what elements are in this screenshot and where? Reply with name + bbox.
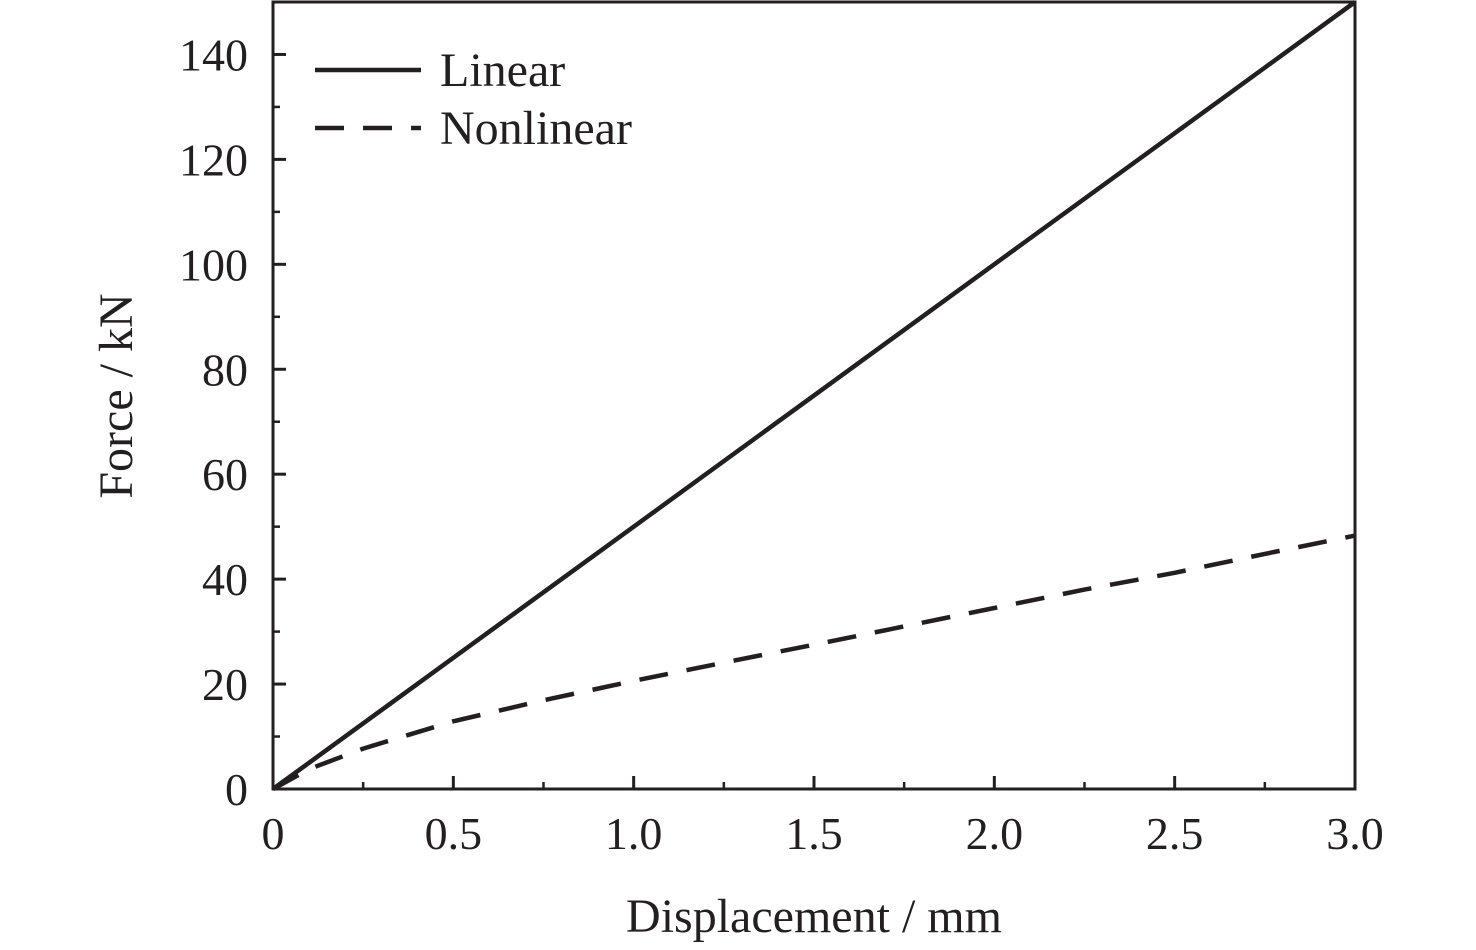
y-tick-label: 100 xyxy=(179,239,248,290)
y-tick-label: 140 xyxy=(179,29,248,80)
y-tick-label: 20 xyxy=(202,659,248,710)
x-tick-label: 3.0 xyxy=(1326,808,1384,859)
x-tick-label: 0.5 xyxy=(425,808,483,859)
legend-label-nonlinear: Nonlinear xyxy=(440,102,632,155)
series-layer xyxy=(271,0,1357,791)
series-line-linear xyxy=(271,0,1357,791)
x-tick-label: 1.0 xyxy=(605,808,663,859)
x-tick-label: 1.5 xyxy=(785,808,843,859)
ticks: 0 0.5 1.0 1.5 2.0 2.5 3.0 0 20 40 60 80 100 120 140 xyxy=(179,29,1384,859)
x-tick-label: 0 xyxy=(262,808,285,859)
series-line-nonlinear xyxy=(271,533,1356,791)
y-axis-label: Force / kN xyxy=(90,293,143,498)
x-tick-label: 2.5 xyxy=(1146,808,1204,859)
y-tick-label: 80 xyxy=(202,344,248,395)
x-tick-label: 2.0 xyxy=(966,808,1024,859)
legend-label-linear: Linear xyxy=(440,44,565,97)
x-axis-label: Displacement / mm xyxy=(626,890,1002,943)
y-tick-label: 60 xyxy=(202,449,248,500)
y-tick-label: 40 xyxy=(202,554,248,605)
y-tick-label: 120 xyxy=(179,134,248,185)
y-tick-label: 0 xyxy=(225,764,248,815)
